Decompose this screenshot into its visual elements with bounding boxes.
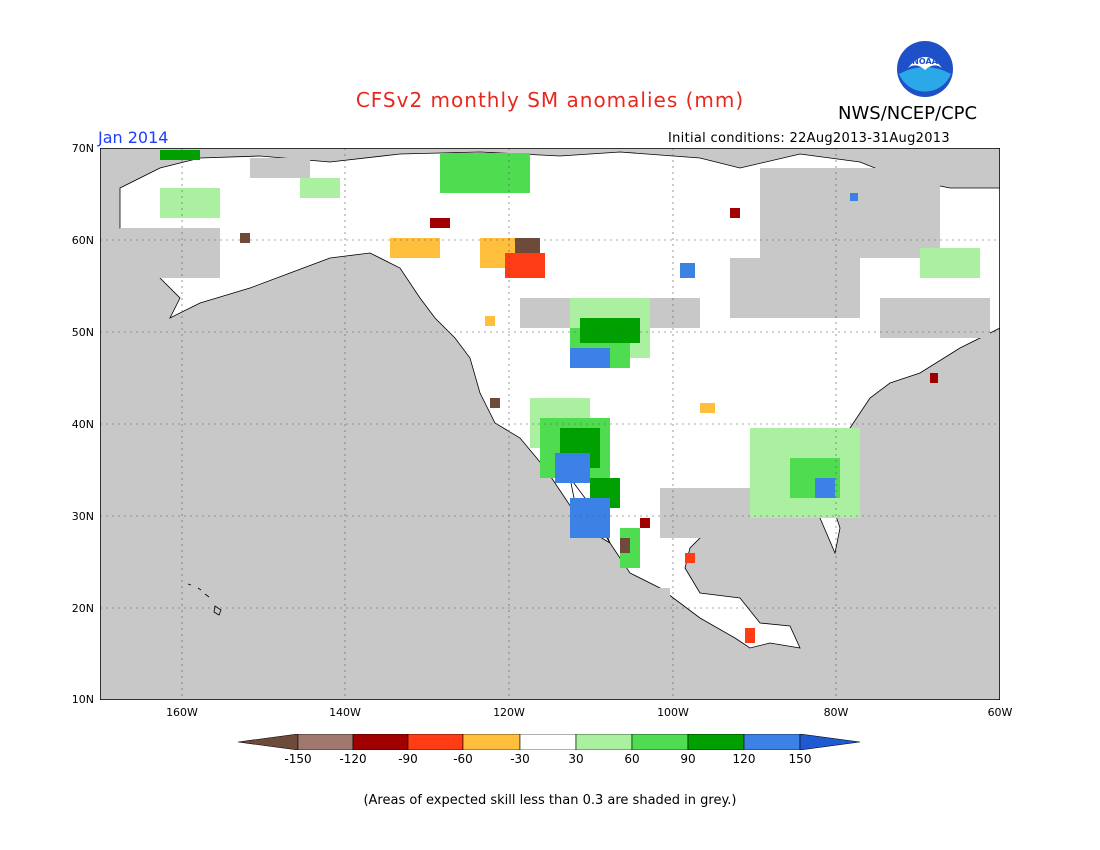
colorbar-label: 150 [788,752,812,766]
colorbar-bin [575,734,633,750]
colorbar-bin [631,734,689,750]
colorbar-high-arrow [799,734,861,750]
hawaii-islands [187,583,222,616]
colorbar-label: 60 [624,752,640,766]
colorbar-label: -120 [339,752,367,766]
lat-label-40n: 40N [71,418,94,431]
lat-label-20n: 20N [71,602,94,615]
initial-conditions: Initial conditions: 22Aug2013-31Aug2013 [668,131,950,146]
colorbar-bin [462,734,521,750]
anomaly-cells [160,150,980,643]
colorbar-bin [407,734,464,750]
colorbar-label: 90 [680,752,696,766]
colorbar-label: 120 [732,752,756,766]
colorbar-bin [297,734,354,750]
colorbar [238,734,861,750]
forecast-month: Jan 2014 [98,128,169,147]
colorbar-label: -150 [284,752,312,766]
lat-label-70n: 70N [71,142,94,155]
map-title: CFSv2 monthly SM anomalies (mm) [355,88,745,112]
colorbar-bin [687,734,745,750]
lon-label-100w: 100W [657,706,689,719]
lon-label-60w: 60W [987,706,1013,719]
colorbar-label: -90 [398,752,418,766]
lat-label-30n: 30N [71,510,94,523]
colorbar-bin [743,734,801,750]
colorbar-low-arrow [238,734,299,750]
logo-text: NOAA [912,57,938,66]
colorbar-label: -30 [510,752,530,766]
colorbar-bin [352,734,409,750]
lon-label-140w: 140W [329,706,361,719]
anomaly-map [100,148,1000,700]
lon-label-80w: 80W [823,706,849,719]
noaa-logo: NOAA [897,41,953,97]
colorbar-label: 30 [568,752,584,766]
lat-label-60n: 60N [71,234,94,247]
colorbar-label: -60 [453,752,473,766]
colorbar-bin [519,734,577,750]
agency-label: NWS/NCEP/CPC [838,103,978,124]
skill-footnote: (Areas of expected skill less than 0.3 a… [363,793,737,808]
graticule [100,148,1000,700]
lon-label-160w: 160W [166,706,198,719]
lon-label-120w: 120W [493,706,525,719]
lat-label-50n: 50N [71,326,94,339]
lat-label-10n: 10N [71,693,94,706]
